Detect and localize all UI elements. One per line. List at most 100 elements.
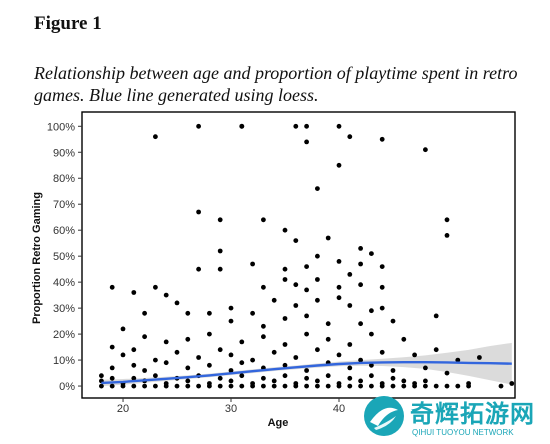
data-point [217,248,223,254]
data-point [207,362,212,368]
data-point [358,321,363,327]
data-point [379,264,385,269]
data-point [217,217,223,223]
data-point [401,383,407,389]
y-axis-ticks: 0% 10% 20% 30% 40% 50% 60% 70% 80% 90% 100% [47,121,82,393]
data-point [131,375,137,381]
data-point [304,383,309,389]
data-point [444,233,450,238]
data-point [336,352,342,358]
data-point [444,370,450,376]
data-point [304,139,309,145]
data-point [142,383,148,389]
watermark-title: 奇辉拓游网 [410,401,535,428]
data-point [217,375,223,381]
data-point [153,134,158,140]
data-point [228,378,234,384]
data-point [444,217,450,223]
data-point [228,368,234,373]
data-point [271,349,277,355]
data-point [261,375,266,381]
data-point [433,313,439,319]
data-point [433,347,439,353]
data-point [347,134,353,140]
data-point [153,284,158,290]
data-point [196,209,202,215]
data-point [196,266,202,272]
data-point [401,378,407,384]
loess-line [101,361,512,385]
data-point [163,383,169,389]
data-point [423,378,428,384]
data-point [455,383,461,389]
data-point [293,383,299,389]
data-point [185,310,191,316]
y-tick-label: 30% [53,303,75,315]
figure-label: Figure 1 [34,13,102,34]
data-point [282,277,288,282]
data-point [358,282,363,288]
data-point [142,334,148,340]
data-point [174,349,180,355]
data-point [153,373,158,379]
data-point [163,339,169,345]
data-point [109,284,115,290]
data-point [163,360,169,366]
data-point [163,292,169,298]
data-point [109,383,115,389]
data-point [109,375,115,381]
data-point [304,287,309,293]
data-point [423,147,428,153]
data-point [498,383,504,389]
x-tick-label: 30 [225,403,237,415]
watermark-logo: 奇辉拓游网 QIHUI TUOYOU NETWORK [358,392,548,442]
data-point [304,331,309,337]
data-point [315,277,320,282]
data-point [347,365,353,371]
data-point [261,284,266,290]
plot-border [81,111,516,399]
data-point [304,313,309,319]
data-point [358,246,363,251]
data-point [358,261,363,267]
data-point [228,318,234,324]
data-point [293,282,299,288]
x-tick-label: 20 [117,403,129,415]
data-point [315,297,320,303]
data-point [315,186,320,192]
y-tick-label: 90% [53,147,75,159]
data-point [423,383,428,389]
data-point [379,383,385,389]
x-tick-label: 40 [333,403,345,415]
data-point [390,375,396,381]
data-point [433,383,439,389]
y-tick-label: 80% [53,173,75,185]
data-point [455,357,461,363]
data-point [99,383,104,389]
data-point [239,339,245,345]
data-point [369,251,374,256]
data-point [217,347,223,353]
data-point [315,253,320,259]
data-point [304,123,309,129]
data-point [282,342,288,347]
data-point [153,383,158,389]
data-point [120,352,126,358]
data-point [261,217,266,223]
data-point [261,383,266,389]
data-point [293,355,299,360]
data-point [379,349,385,355]
y-tick-label: 50% [53,251,75,263]
data-point [131,383,137,389]
data-point [196,383,202,389]
y-tick-label: 0% [59,381,75,393]
data-point [217,266,223,272]
data-point [358,378,363,384]
data-point [325,383,331,389]
data-point [217,383,223,389]
y-axis-title: Proportion Retro Gaming [31,192,43,324]
data-point [293,123,299,129]
figure-caption: Relationship between age and proportion … [34,63,518,105]
data-point [293,303,299,308]
data-point [369,362,374,368]
